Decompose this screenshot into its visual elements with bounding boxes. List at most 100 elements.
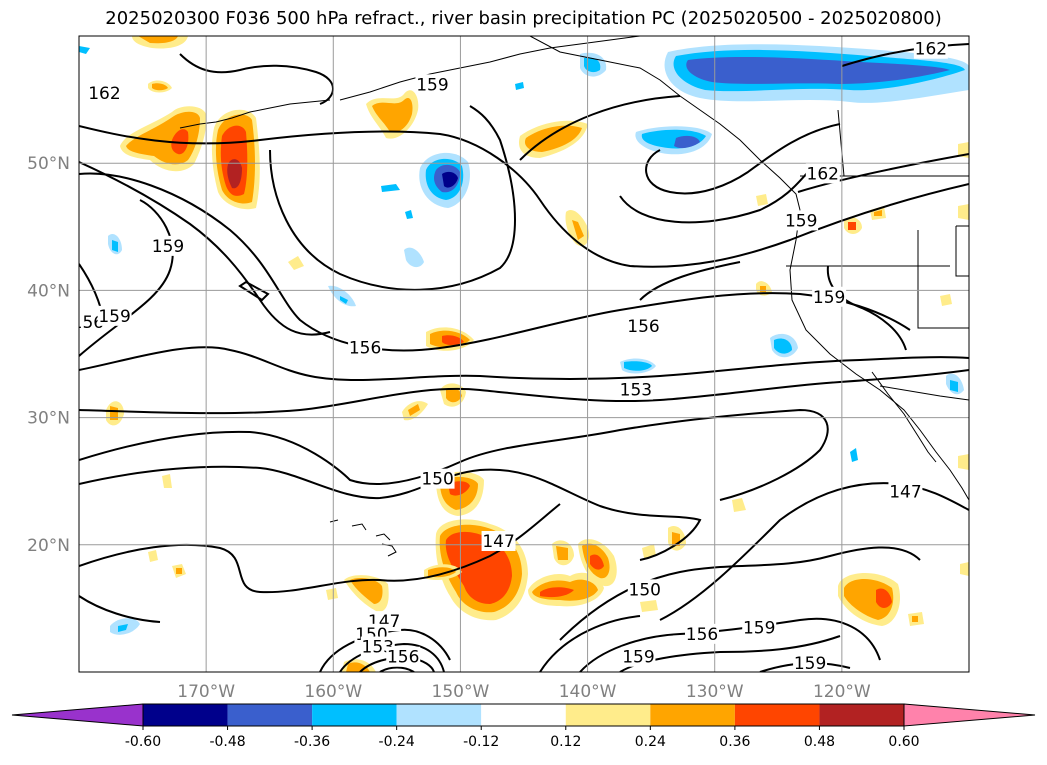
- contour-line-159: [519, 95, 681, 161]
- contour-label: 159: [793, 653, 828, 672]
- contour-line-147: [79, 595, 161, 623]
- positive-anomaly-region: [540, 587, 574, 598]
- us-state-border: [955, 225, 969, 277]
- contour-label-halo: [618, 379, 653, 400]
- positive-anomaly-region: [110, 406, 118, 420]
- positive-anomaly-region: [524, 125, 582, 152]
- contour-label: 156: [348, 337, 383, 359]
- contour-label-halo: [348, 337, 383, 358]
- colorbar-segment: [396, 704, 482, 726]
- positive-anomaly-region: [408, 404, 420, 416]
- colorbar-segment: [650, 704, 735, 726]
- lat-tick-label: 20°N: [27, 536, 70, 556]
- contour-label-halo: [793, 653, 828, 672]
- contour-label-text: 147: [889, 482, 921, 502]
- map-title: 2025020300 F036 500 hPa refract., river …: [105, 8, 942, 29]
- contour-label: 150: [420, 468, 455, 490]
- contour-labels: 162 1591621591561591561561531591621591501…: [79, 38, 948, 672]
- contour-label-text: 159: [813, 288, 845, 308]
- contour-line-153: [79, 369, 969, 415]
- positive-anomaly-region: [572, 220, 584, 240]
- positive-anomaly-region: [590, 554, 604, 570]
- contour-label-text: 159: [622, 648, 654, 668]
- positive-anomaly-region: [958, 204, 969, 220]
- colorbar-tick-label: 0.36: [719, 734, 750, 750]
- contour-label: 159: [784, 210, 819, 231]
- contour-label-text: 156: [627, 317, 659, 337]
- lon-tick-label: 120°W: [813, 682, 871, 702]
- map-area: 162 1591621591561591561561531591621591501…: [79, 36, 969, 672]
- contour-line-162: [179, 53, 334, 105]
- negative-anomaly-region: [79, 46, 90, 54]
- contour-label: 147: [888, 481, 923, 502]
- contour-label-halo: [784, 210, 819, 231]
- contour-line-159: [79, 125, 969, 268]
- contour-label-text: 162: [807, 164, 839, 184]
- lon-tick-label: 170°W: [177, 682, 235, 702]
- contour-label: 162: [913, 38, 948, 60]
- contour-label-text: 162: [915, 40, 947, 60]
- negative-anomaly-region: [442, 171, 458, 188]
- alaska-coastline: [339, 36, 641, 101]
- contour-line-156: [79, 172, 911, 352]
- contour-line-153: [79, 346, 969, 382]
- negative-anomaly-region: [515, 82, 524, 90]
- north-america-coastline: [789, 209, 969, 501]
- contour-label: 156: [626, 316, 661, 337]
- negative-anomaly-region: [584, 57, 601, 73]
- refractivity-contours: [79, 43, 969, 672]
- colorbar-segment: [481, 704, 566, 726]
- negative-anomaly-region: [118, 624, 128, 632]
- contour-line-159: [79, 161, 331, 336]
- contour-label: 159: [97, 305, 132, 327]
- contour-line-162: [797, 153, 969, 193]
- contour-label-halo: [87, 83, 122, 104]
- contour-line-156: [238, 280, 270, 302]
- contour-label-text: 156: [387, 648, 419, 668]
- colorbar-extend-low: [11, 703, 144, 727]
- contour-line-156: [639, 261, 741, 301]
- contour-label-halo: [913, 38, 948, 59]
- contour-label-halo: [812, 286, 847, 307]
- negative-anomaly-region: [404, 247, 424, 268]
- alaska-coastline: [529, 36, 801, 211]
- us-state-border: [917, 230, 969, 329]
- contour-label: 156: [386, 646, 421, 668]
- colorbar-segment: [312, 704, 397, 726]
- contour-line-159: [826, 265, 907, 351]
- hawaii-islands: [329, 519, 397, 557]
- contour-label: 159: [415, 74, 450, 95]
- colorbar-tick-label: -0.12: [463, 734, 499, 750]
- positive-anomaly-region: [372, 97, 413, 133]
- contour-label: 159: [151, 235, 185, 257]
- colorbar-frame: [142, 703, 905, 727]
- contour-label-text: 156: [349, 339, 381, 359]
- lat-tick-label: 40°N: [27, 281, 70, 301]
- lon-tick-label: 130°W: [686, 682, 744, 702]
- contour-label-text: 162: [88, 84, 120, 104]
- contour-label-text: 159: [152, 237, 184, 257]
- positive-anomaly-region: [442, 335, 464, 345]
- coastlines: [179, 36, 969, 557]
- positive-anomaly-region: [760, 286, 766, 292]
- positive-anomaly-region: [288, 256, 304, 270]
- contour-line-162: [841, 43, 969, 67]
- negative-anomaly-region: [405, 210, 413, 219]
- positive-anomaly-region: [958, 454, 969, 470]
- negative-anomaly-region: [112, 240, 118, 252]
- contour-label: 147: [481, 530, 516, 552]
- contour-line-153: [539, 615, 641, 672]
- contour-line-159: [269, 105, 516, 291]
- contour-label-halo: [97, 305, 132, 326]
- negative-anomaly-region: [774, 338, 792, 354]
- contour-label-halo: [415, 74, 450, 95]
- contour-line-147: [659, 482, 969, 621]
- colorbar-tick-label: -0.36: [294, 734, 330, 750]
- lon-tick-label: 150°W: [432, 682, 490, 702]
- negative-anomaly-region: [850, 448, 858, 462]
- contour-label: 162: [87, 83, 122, 104]
- lat-lon-grid: [79, 36, 969, 672]
- contour-line-156: [79, 199, 174, 357]
- colorbar-tick-label: -0.48: [209, 734, 245, 750]
